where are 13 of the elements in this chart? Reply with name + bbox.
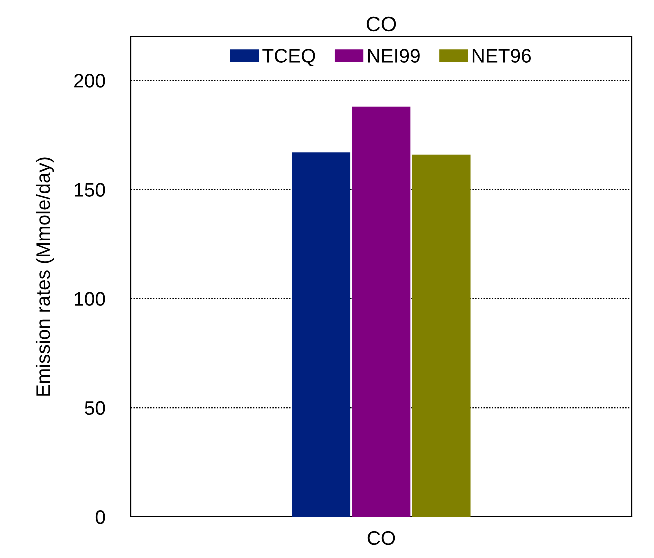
chart-title: CO <box>366 16 396 32</box>
bar <box>412 154 471 517</box>
legend-label: NEI99 <box>368 49 420 63</box>
legend-label: TCEQ <box>262 49 316 66</box>
y-tick-label: 50 <box>85 401 106 416</box>
y-tick-label: 0 <box>96 510 106 524</box>
y-axis-title: Emission rates (Mmole/day) <box>36 158 54 396</box>
bar <box>292 152 351 517</box>
legend-label: NET96 <box>472 49 532 63</box>
bar <box>352 106 411 517</box>
y-tick-label: 100 <box>75 292 106 306</box>
y-tick-label: 150 <box>75 183 106 197</box>
y-tick-label: 200 <box>74 74 106 88</box>
